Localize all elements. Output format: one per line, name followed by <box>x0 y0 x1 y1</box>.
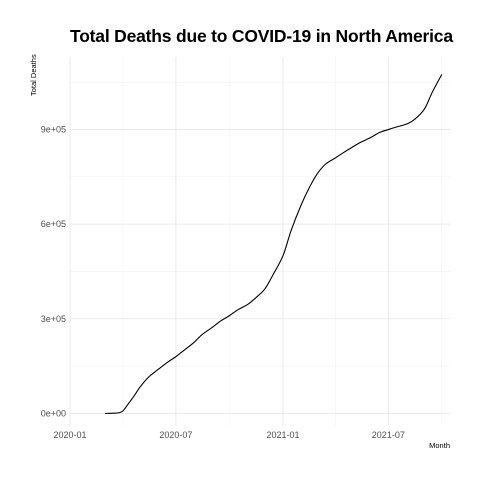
series-layer <box>104 74 443 414</box>
y-tick-labels: 0e+00 3e+05 6e+05 9e+05 <box>41 125 66 419</box>
grid-minor <box>70 57 450 426</box>
y-axis-title: Total Deaths <box>29 54 38 96</box>
y-tick-label: 0e+00 <box>41 408 66 418</box>
x-tick-label: 2021-01 <box>266 430 299 440</box>
grid-major <box>69 57 450 426</box>
x-axis-title: Month <box>429 441 450 450</box>
x-tick-label: 2021-07 <box>372 430 405 440</box>
x-tick-label: 2020-01 <box>53 430 86 440</box>
chart-title: Total Deaths due to COVID-19 in North Am… <box>70 26 453 46</box>
series-line <box>104 74 443 414</box>
x-tick-labels: 2020-01 2020-07 2021-01 2021-07 <box>53 430 404 440</box>
y-tick-label: 9e+05 <box>41 125 66 135</box>
y-tick-label: 3e+05 <box>41 314 66 324</box>
x-tick-label: 2020-07 <box>159 430 192 440</box>
y-tick-label: 6e+05 <box>41 219 66 229</box>
